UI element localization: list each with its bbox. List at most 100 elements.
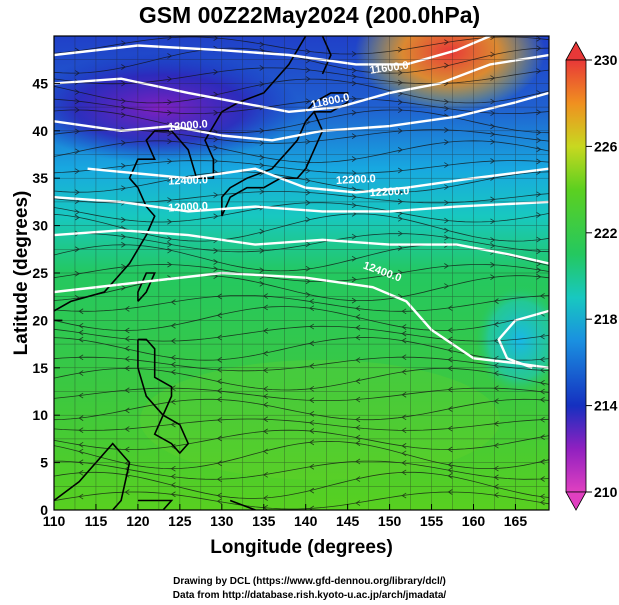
- streamline-arrow: [401, 354, 407, 361]
- colorbar: 210 214 218 222 226 230: [565, 41, 618, 511]
- streamline-arrow: [74, 209, 80, 215]
- streamline-arrow: [167, 76, 173, 82]
- streamline-arrow: [170, 299, 176, 305]
- streamline-arrow: [78, 322, 84, 329]
- y-tick-label: 45: [32, 75, 48, 91]
- streamline-arrow: [397, 147, 403, 153]
- streamline-arrow: [447, 473, 453, 479]
- colorbar-tick-label: 214: [594, 398, 618, 414]
- streamline-arrow: [121, 263, 127, 270]
- streamline-arrow: [444, 199, 450, 206]
- streamline-arrow: [216, 460, 222, 467]
- streamline-arrow: [167, 247, 173, 254]
- streamline-arrow: [74, 148, 80, 155]
- x-tick-label: 145: [336, 513, 360, 529]
- streamline-arrow: [444, 162, 450, 168]
- streamline-arrow: [216, 366, 222, 373]
- streamline-arrow: [351, 233, 357, 240]
- streamline-arrow: [444, 217, 450, 224]
- streamline-arrow: [351, 170, 357, 176]
- streamline-arrow: [351, 202, 357, 209]
- streamline-arrow: [536, 248, 542, 255]
- streamline-arrow: [216, 334, 222, 341]
- streamline-arrow: [397, 107, 403, 114]
- streamline-arrow: [536, 273, 542, 280]
- streamline-arrow: [170, 465, 176, 472]
- streamline-arrow: [351, 297, 357, 304]
- streamline-arrow: [447, 347, 453, 353]
- streamline-arrow: [124, 306, 130, 312]
- streamline-arrow: [78, 441, 84, 448]
- streamline-arrow: [124, 446, 130, 453]
- streamline-arrow: [539, 476, 545, 482]
- y-tick-label: 10: [32, 407, 48, 423]
- streamline-arrow: [397, 69, 403, 76]
- streamline-arrow: [216, 498, 222, 505]
- streamline-arrow: [124, 489, 130, 495]
- streamline-arrow: [539, 379, 545, 386]
- streamline-arrow: [170, 361, 176, 368]
- y-axis-label: Latitude (degrees): [11, 190, 32, 356]
- x-tick-label: 125: [168, 513, 192, 529]
- streamline-arrow: [536, 191, 542, 198]
- streamline: [54, 160, 549, 174]
- streamline-arrow: [351, 276, 357, 283]
- x-tick-label: 115: [85, 513, 108, 529]
- streamline-arrow: [355, 424, 361, 431]
- streamline-arrow: [74, 214, 80, 221]
- streamline-arrow: [124, 336, 130, 342]
- y-tick-label: 35: [32, 170, 48, 186]
- streamline-arrow: [401, 308, 407, 315]
- streamline-arrow: [216, 417, 222, 423]
- streamline-arrow: [355, 396, 361, 403]
- streamline-arrow: [121, 185, 127, 192]
- height-contour: [54, 53, 549, 113]
- streamline-arrow: [121, 241, 127, 248]
- streamline-arrow: [447, 336, 453, 343]
- streamline-arrow: [447, 446, 453, 453]
- streamline-arrow: [213, 69, 219, 75]
- height-contour: [54, 196, 549, 213]
- streamline-arrow: [74, 168, 80, 175]
- streamline-arrow: [536, 90, 542, 96]
- streamline-arrow: [444, 127, 450, 133]
- streamline-arrow: [355, 440, 361, 447]
- streamline-arrow: [447, 365, 453, 372]
- x-tick-label: 160: [462, 513, 486, 529]
- streamline-arrow: [444, 62, 450, 69]
- streamline-arrow: [213, 192, 219, 198]
- streamline-arrow: [536, 236, 542, 243]
- streamline-arrow: [213, 109, 219, 116]
- streamline-arrow: [351, 67, 357, 74]
- streamline: [54, 471, 549, 499]
- streamline-arrow: [401, 391, 407, 398]
- streamline-arrow: [305, 57, 311, 64]
- streamline-arrow: [355, 357, 361, 363]
- streamline-arrow: [121, 217, 127, 223]
- streamline-arrow: [305, 278, 311, 285]
- streamline-arrow: [167, 99, 173, 106]
- streamline: [54, 398, 549, 421]
- streamline-arrow: [170, 491, 176, 498]
- streamline-arrow: [355, 305, 361, 312]
- streamline-arrow: [397, 269, 403, 276]
- x-tick-label: 155: [420, 513, 444, 529]
- streamline-arrow: [401, 460, 407, 466]
- streamline-arrow: [539, 458, 545, 465]
- streamline-arrow: [351, 73, 357, 80]
- streamline-arrow: [305, 216, 311, 223]
- streamline-arrow: [351, 51, 357, 57]
- streamline-arrow: [536, 146, 542, 153]
- streamline-arrow: [536, 109, 542, 116]
- streamline-arrow: [305, 177, 311, 184]
- streamline-arrow: [121, 64, 127, 70]
- streamline-arrow: [536, 68, 542, 74]
- streamline: [54, 78, 549, 104]
- streamline-arrow: [74, 270, 80, 277]
- streamline-arrow: [170, 473, 176, 480]
- streamline-arrow: [121, 104, 127, 111]
- contour-label: 12400.0: [168, 174, 208, 187]
- streamline-arrow: [78, 336, 84, 343]
- streamline-arrow: [401, 414, 407, 421]
- streamline: [54, 275, 549, 301]
